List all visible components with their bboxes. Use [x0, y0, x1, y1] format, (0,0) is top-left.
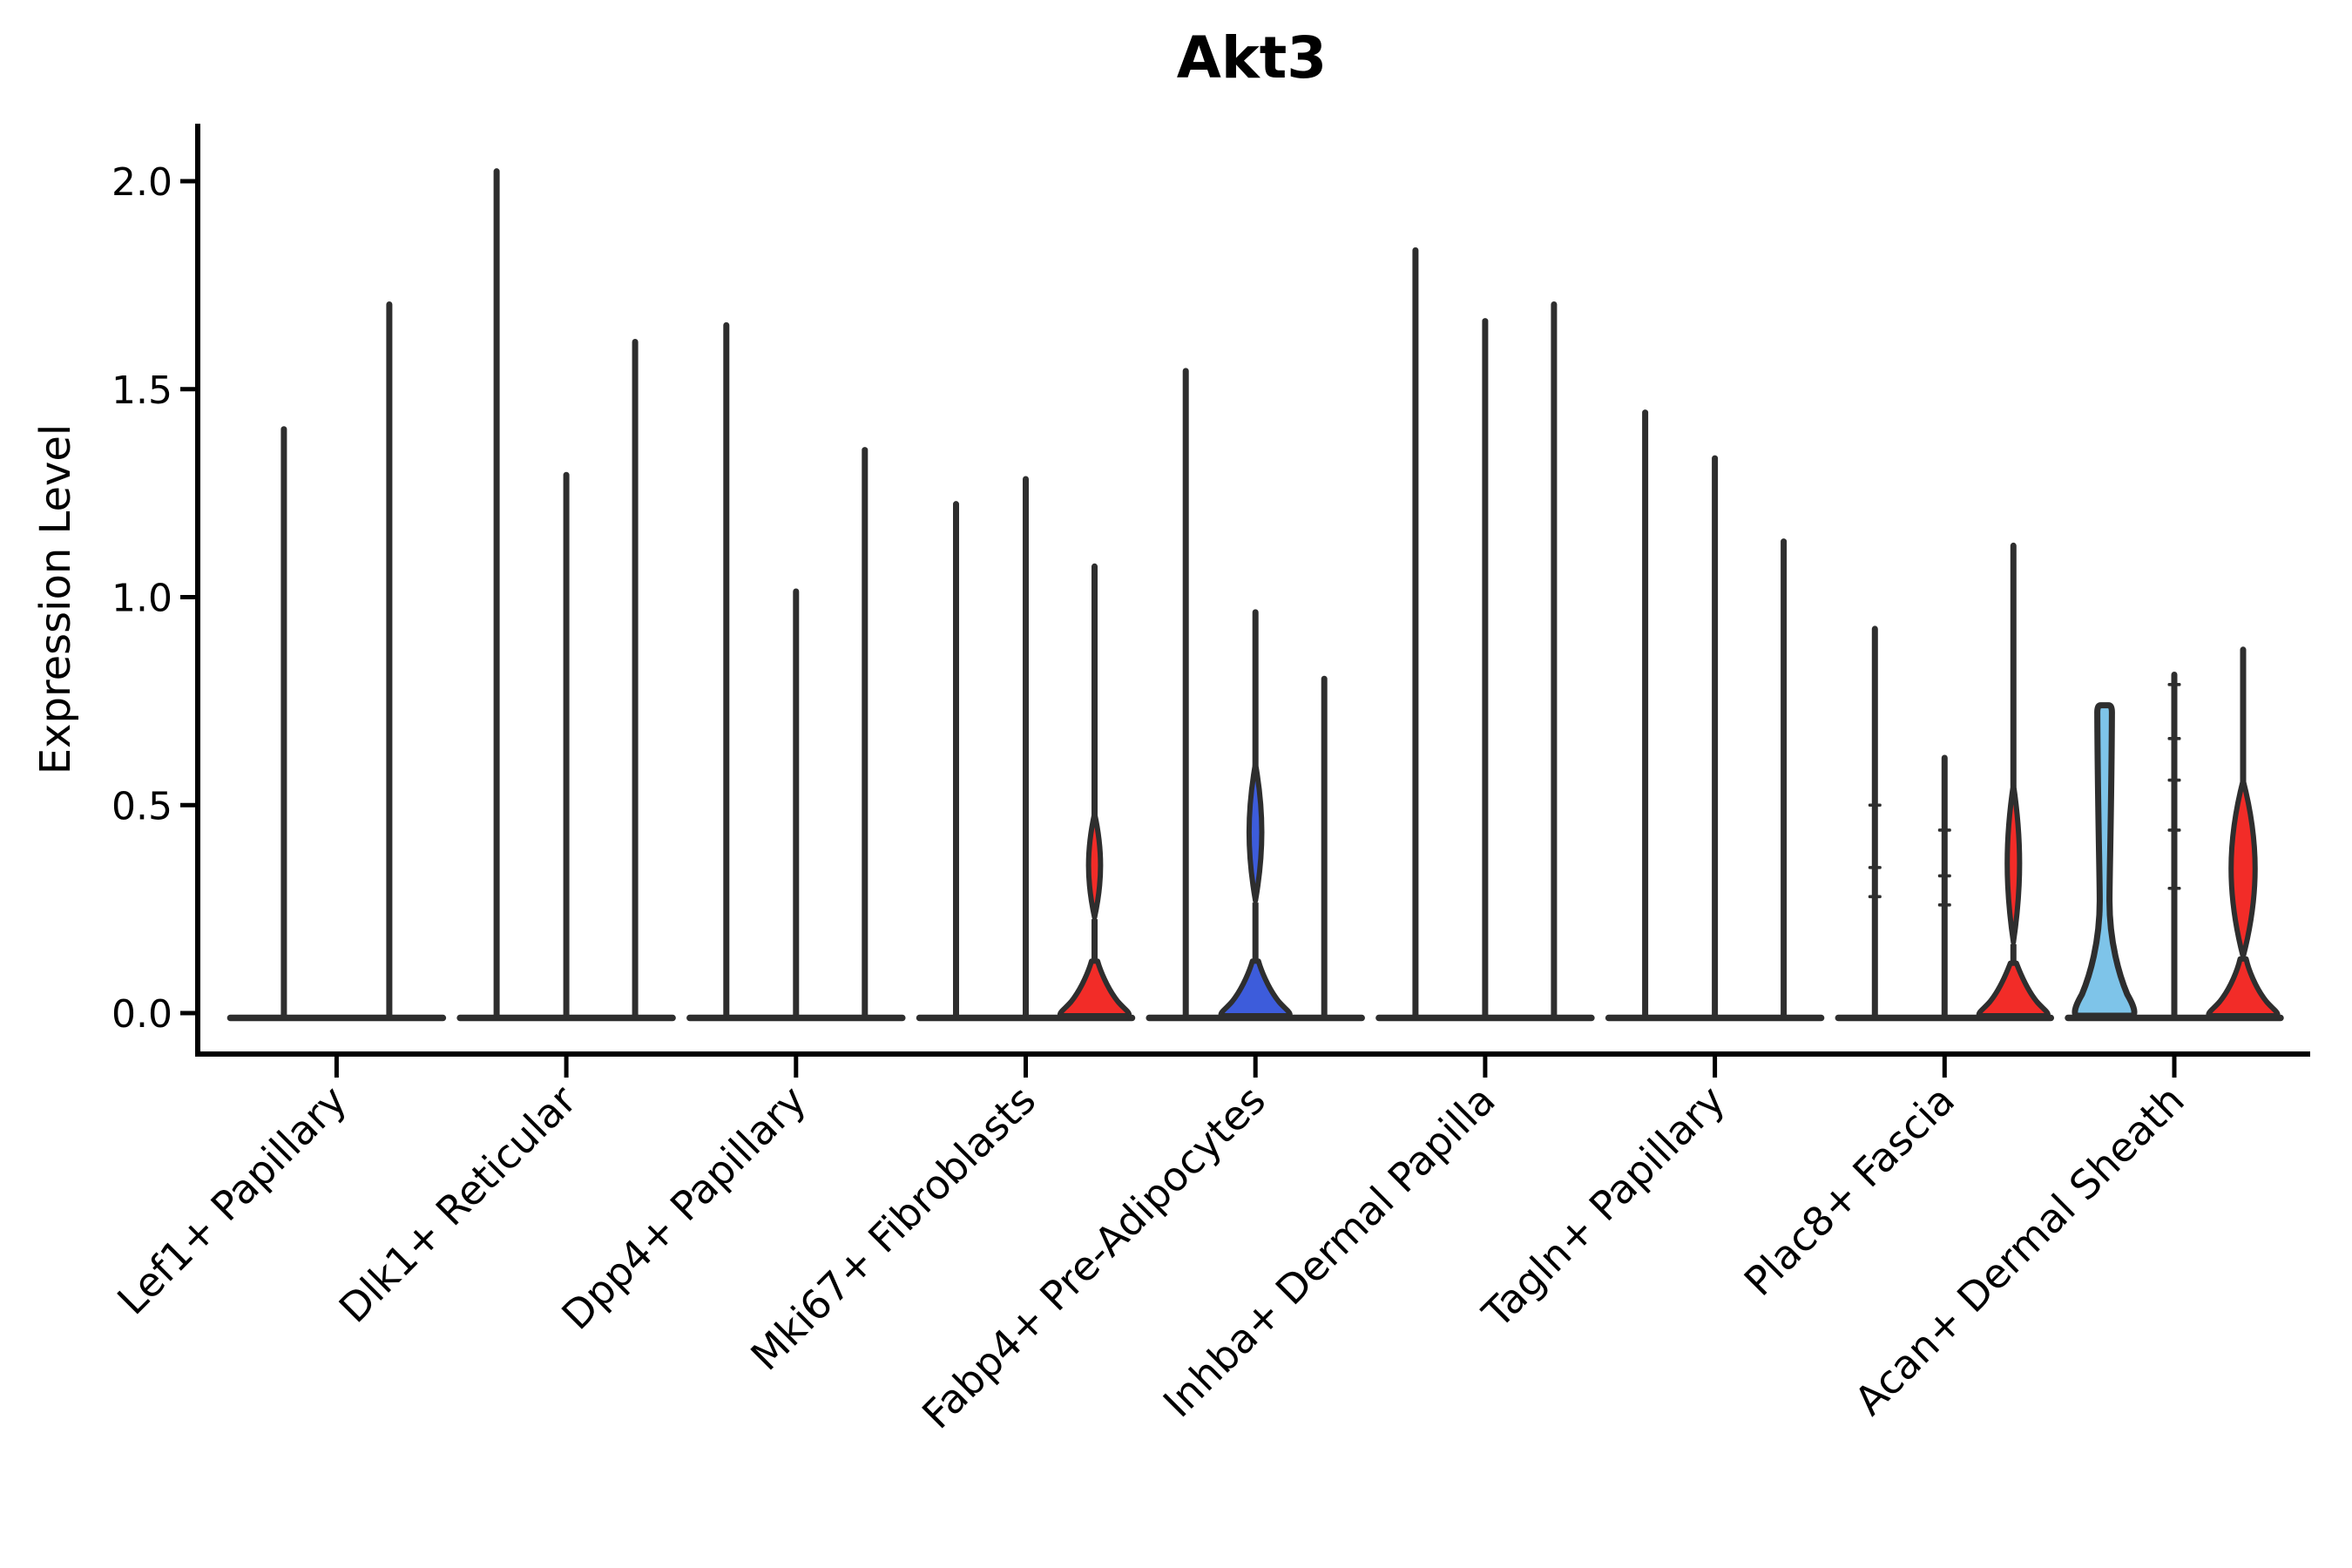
- x-tick-label-2: Dpp4+ Papillary: [552, 1077, 814, 1339]
- y-tick-label-0.0: 0.0: [112, 992, 172, 1037]
- violin-base-g8-v2: [2206, 956, 2281, 1018]
- violin-bulge-g8-v2: [2228, 777, 2258, 960]
- violin-base-g3-v2: [1057, 958, 1132, 1018]
- chart-title: Akt3: [1176, 24, 1328, 91]
- y-tick-label-1.5: 1.5: [112, 368, 172, 413]
- violin-datapoint-tick-g7-v1-2: [1937, 903, 1951, 907]
- violin-datapoint-tick-g7-v0-1: [1868, 866, 1882, 869]
- violin-column-g8-v0: [2072, 702, 2138, 1019]
- x-tick-label-7: Plac8+ Fascia: [1735, 1077, 1963, 1305]
- violin-base-g7-v2: [1976, 960, 2051, 1018]
- violin-datapoint-tick-g7-v0-2: [1868, 895, 1882, 899]
- y-tick-label-2.0: 2.0: [112, 160, 172, 205]
- violin-bulge-g4-v1: [1246, 760, 1265, 904]
- violin-datapoint-tick-g8-v1-3: [2167, 828, 2181, 832]
- violin-datapoint-tick-g7-v1-1: [1937, 874, 1951, 878]
- violin-base-g4-v1: [1218, 958, 1293, 1018]
- violin-bulge-g7-v2: [2004, 781, 2023, 945]
- violin-datapoint-tick-g7-v1-0: [1937, 828, 1951, 832]
- y-tick-label-1.0: 1.0: [112, 577, 172, 621]
- violin-datapoint-tick-g8-v1-4: [2167, 886, 2181, 890]
- y-tick-label-0.5: 0.5: [112, 784, 172, 828]
- violin-datapoint-tick-g8-v1-0: [2167, 682, 2181, 686]
- x-tick-label-1: Dlk1+ Reticular: [330, 1077, 585, 1332]
- violin-datapoint-tick-g7-v0-0: [1868, 803, 1882, 808]
- violin-bulge-g3-v2: [1085, 810, 1104, 921]
- x-tick-label-6: Tagln+ Papillary: [1473, 1077, 1734, 1338]
- violin-datapoint-tick-g8-v1-2: [2167, 778, 2181, 782]
- x-tick-label-0: Lef1+ Papillary: [108, 1077, 355, 1324]
- violin-datapoint-tick-g8-v1-1: [2167, 737, 2181, 740]
